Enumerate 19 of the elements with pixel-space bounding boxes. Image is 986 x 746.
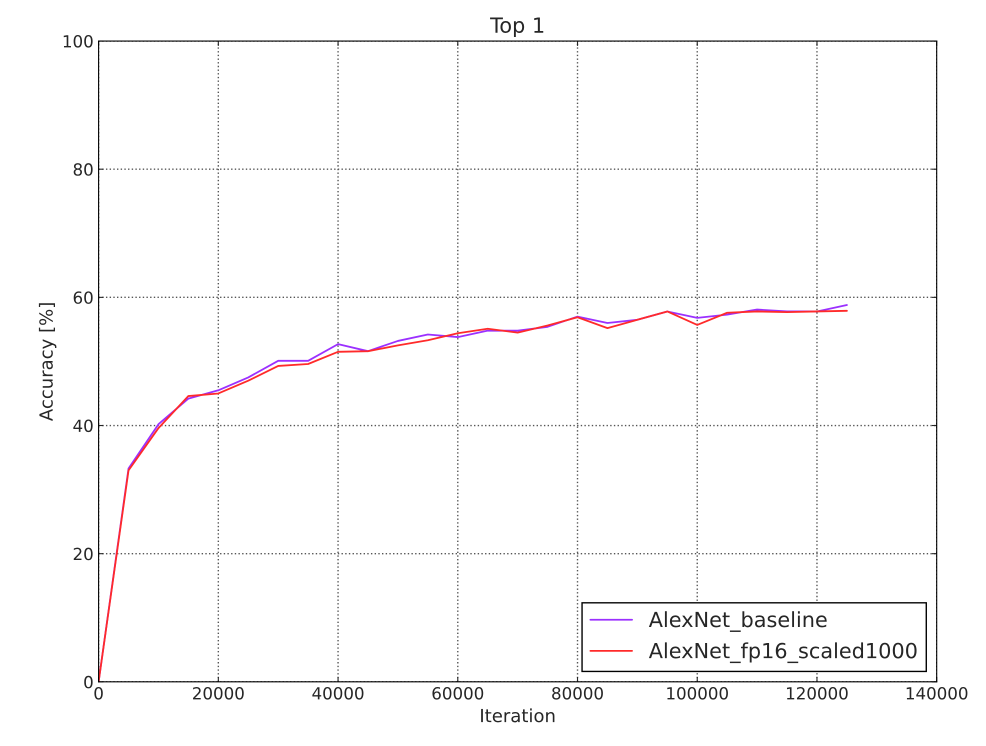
x-tick-label: 40000: [312, 687, 364, 700]
y-tick-label: 20: [74, 548, 93, 560]
chart-title: Top 1: [490, 18, 544, 38]
x-tick-label: 20000: [193, 687, 244, 700]
x-axis-title: Iteration: [481, 708, 554, 722]
y-tick-label: 60: [74, 291, 93, 304]
x-tick-label: 0: [94, 687, 103, 700]
x-tick-label: 60000: [432, 687, 484, 700]
x-tick-label: 140000: [906, 687, 968, 700]
x-tick-label: 120000: [786, 687, 848, 700]
y-tick-label: 80: [74, 163, 93, 176]
y-tick-label: 0: [84, 676, 93, 688]
legend-label: AlexNet_fp16_scaled1000: [648, 642, 917, 664]
legend-label: AlexNet_baseline: [648, 611, 827, 632]
y-tick-label: 100: [64, 34, 93, 48]
x-tick-label: 80000: [552, 687, 603, 700]
y-axis-title: Accuracy [%]: [38, 303, 56, 422]
y-tick-label: 40: [73, 419, 93, 432]
x-tick-label: 100000: [667, 687, 728, 700]
